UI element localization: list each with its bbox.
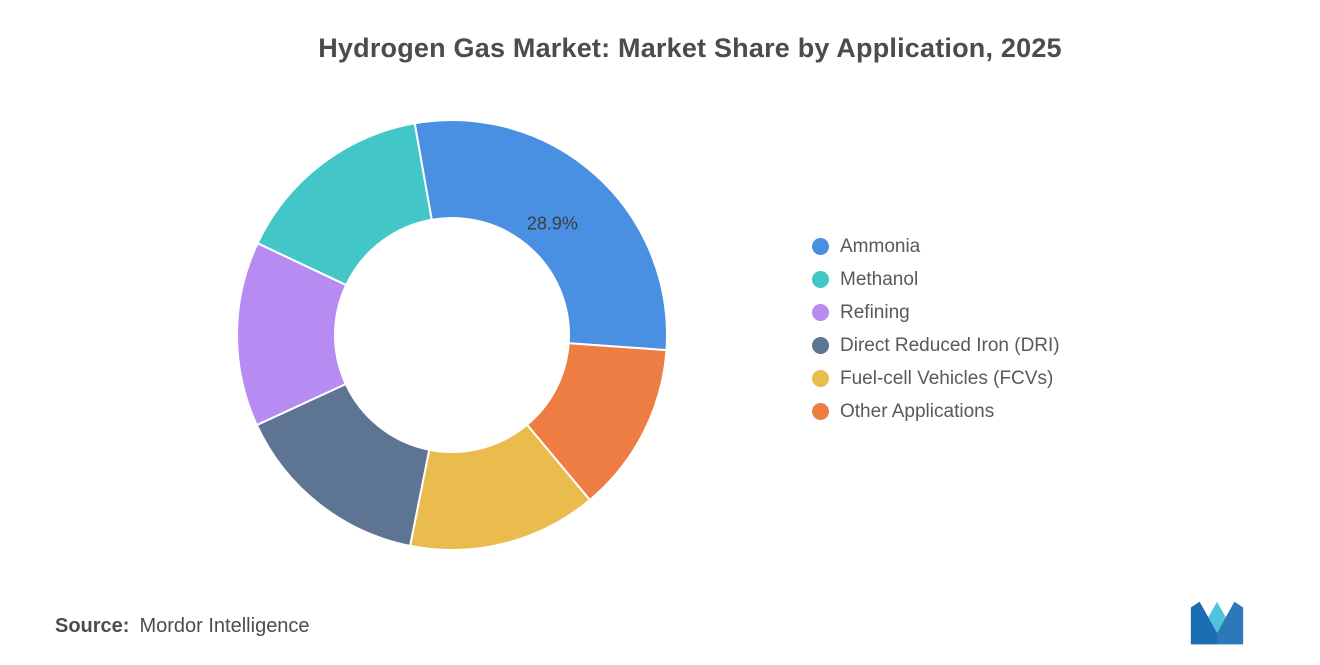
legend-swatch xyxy=(812,304,829,321)
chart-title: Hydrogen Gas Market: Market Share by App… xyxy=(318,33,1062,63)
legend-label: Fuel-cell Vehicles (FCVs) xyxy=(840,367,1054,389)
legend-label: Direct Reduced Iron (DRI) xyxy=(840,334,1060,356)
legend-swatch xyxy=(812,238,829,255)
legend-swatch xyxy=(812,370,829,387)
source-prefix: Source: xyxy=(55,615,130,637)
mordor-intelligence-logo xyxy=(1190,601,1244,645)
legend: Ammonia Methanol Refining Direct Reduced… xyxy=(812,230,1060,428)
legend-label: Refining xyxy=(840,301,910,323)
legend-label: Ammonia xyxy=(840,235,921,257)
legend-swatch xyxy=(812,337,829,354)
legend-label: Other Applications xyxy=(840,400,995,422)
source-line: Source: Mordor Intelligence xyxy=(55,615,310,638)
source-text: Mordor Intelligence xyxy=(139,615,310,637)
legend-label: Methanol xyxy=(840,268,919,290)
slice-data-label: 28.9% xyxy=(527,214,578,234)
legend-item-other-applications[interactable]: Other Applications xyxy=(812,395,1060,428)
legend-item-dri[interactable]: Direct Reduced Iron (DRI) xyxy=(812,329,1060,362)
legend-swatch xyxy=(812,403,829,420)
legend-item-methanol[interactable]: Methanol xyxy=(812,263,1060,296)
legend-swatch xyxy=(812,271,829,288)
legend-item-fcv[interactable]: Fuel-cell Vehicles (FCVs) xyxy=(812,362,1060,395)
donut-slice-ammonia[interactable] xyxy=(413,119,668,352)
legend-item-refining[interactable]: Refining xyxy=(812,296,1060,329)
legend-item-ammonia[interactable]: Ammonia xyxy=(812,230,1060,263)
donut-slice-methanol[interactable] xyxy=(256,122,433,287)
